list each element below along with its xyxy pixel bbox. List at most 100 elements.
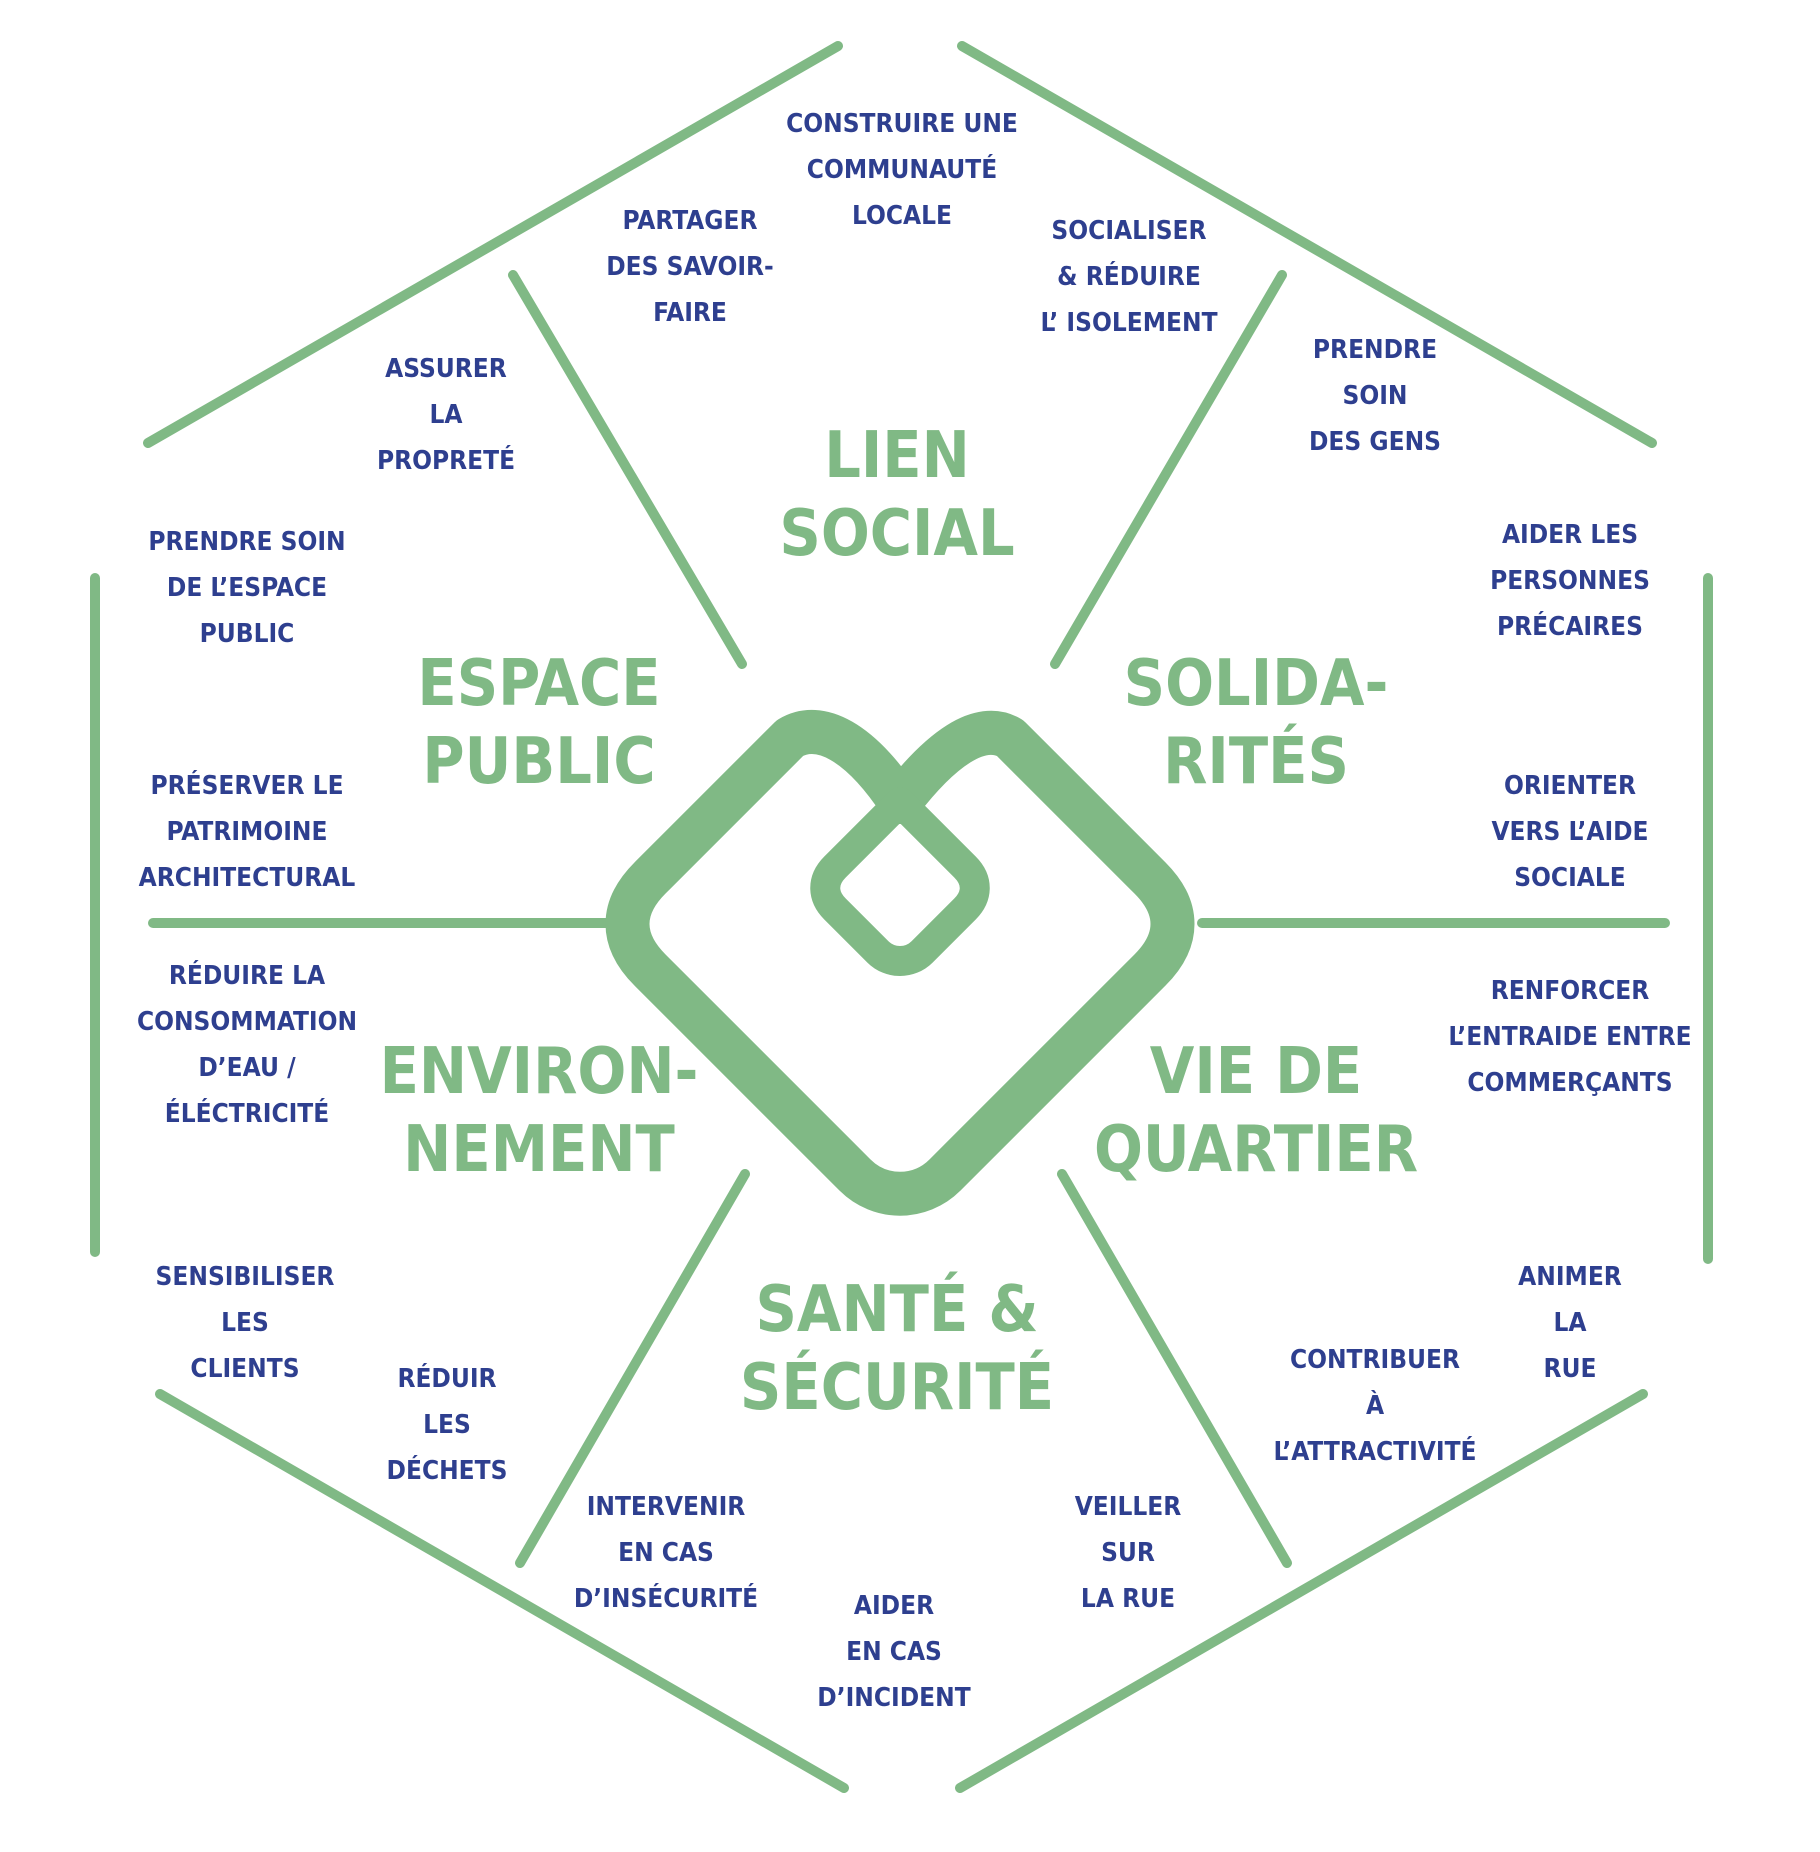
sector-title-environnement-line-2: NEMENT [403,1113,675,1187]
action-vie-de-quartier-3: CONTRIBUER À L’ATTRACTIVITÉ [1273,1345,1476,1467]
heart-logo-icon [605,709,1195,1216]
action-vie-de-quartier-1: RENFORCER L’ENTRAIDE ENTRE COMMERÇANTS [1448,976,1691,1098]
hex-edge-top-left [143,41,843,448]
hexagon-outline [90,41,1713,1793]
hex-edge-bottom-right [955,1389,1648,1793]
action-label-line: DES GENS [1309,427,1441,457]
sector-title-vie-de-quartier-line-1: VIE DE [1150,1035,1363,1109]
action-label-line: PATRIMOINE [167,817,328,847]
action-label-line: ÉLÉCTRICITÉ [165,1097,330,1129]
action-label-line: SENSIBILISER [156,1262,335,1292]
action-label-line: ANIMER [1518,1262,1622,1292]
action-label-line: DÉCHETS [387,1454,508,1486]
sector-title-vie-de-quartier-line-2: QUARTIER [1094,1113,1418,1187]
action-label-line: COMMUNAUTÉ [807,153,997,185]
action-label-line: PUBLIC [200,619,295,649]
action-sante-securite-3: INTERVENIR EN CAS D’INSÉCURITÉ [574,1492,758,1614]
action-label-line: RUE [1544,1354,1597,1384]
action-label-line: & RÉDUIRE [1057,260,1201,292]
action-label-line: D’INCIDENT [817,1683,970,1713]
action-label-line: LA [1553,1308,1586,1338]
sector-title-solidarites-line-1: SOLIDA- [1124,647,1389,721]
action-label-line: LES [423,1410,471,1440]
action-label-line: ASSURER [385,354,507,384]
action-environnement-2: SENSIBILISER LES CLIENTS [156,1262,335,1384]
action-label-line: PROPRETÉ [377,444,515,476]
sector-title-solidarites-line-2: RITÉS [1163,723,1349,799]
sector-title-espace-public-line-2: PUBLIC [422,725,655,799]
action-label-line: COMMERÇANTS [1467,1068,1672,1098]
action-label-line: RENFORCER [1491,976,1650,1006]
action-solidarites-2: AIDER LES PERSONNES PRÉCAIRES [1490,520,1650,642]
action-label-line: L’ ISOLEMENT [1040,308,1217,338]
sector-title-lien-social-line-1: LIEN [824,419,970,493]
action-espace-public-3: ASSURER LA PROPRETÉ [377,354,515,476]
action-label-line: RÉDUIR [397,1362,496,1394]
action-environnement-3: RÉDUIRE LA CONSOMMATION D’EAU / ÉLÉCTRICITÉ [137,959,357,1129]
hex-edge-top-right [957,41,1657,448]
action-label-line: AIDER [854,1591,934,1621]
action-label-line: DE L’ESPACE [167,573,327,603]
action-lien-social-2: PARTAGER DES SAVOIR- FAIRE [606,206,774,328]
action-label-line: À [1366,1389,1384,1421]
sector-title-environnement-line-1: ENVIRON- [380,1035,699,1109]
action-label-line: FAIRE [653,298,727,328]
action-label-line: CLIENTS [190,1354,299,1384]
action-label-line: CONTRIBUER [1290,1345,1460,1375]
action-label-line: SOCIALE [1514,863,1626,893]
action-label-line: AIDER LES [1502,520,1638,550]
action-label-line: ORIENTER [1504,771,1636,801]
sector-title-lien-social-line-2: SOCIAL [779,497,1014,571]
action-label-line: PARTAGER [623,206,758,236]
action-label-line: CONSOMMATION [137,1007,357,1037]
action-label-line: EN CAS [618,1538,714,1568]
action-label-line: LES [221,1308,269,1338]
action-labels: CONSTRUIRE UNE COMMUNAUTÉ LOCALE PARTAGER DE… [137,109,1692,1713]
action-label-line: VERS L’AIDE [1491,817,1648,847]
action-sante-securite-2: AIDER EN CAS D’INCIDENT [817,1591,970,1713]
action-label-line: LA [429,400,462,430]
action-espace-public-2: PRENDRE SOIN DE L’ESPACE PUBLIC [148,527,345,649]
action-label-line: PERSONNES [1490,566,1650,596]
action-vie-de-quartier-2: ANIMER LA RUE [1518,1262,1622,1384]
action-label-line: PRENDRE SOIN [148,527,345,557]
action-label-line: LA RUE [1081,1584,1175,1614]
action-label-line: VEILLER [1075,1492,1182,1522]
action-solidarites-3: ORIENTER VERS L’AIDE SOCIALE [1491,771,1648,893]
action-label-line: SOCIALISER [1051,216,1206,246]
action-sante-securite-1: VEILLER SUR LA RUE [1075,1492,1182,1614]
action-label-line: L’ENTRAIDE ENTRE [1448,1022,1691,1052]
action-label-line: L’ATTRACTIVITÉ [1273,1435,1476,1467]
sector-title-sante-securite-line-1: SANTÉ & [755,1271,1038,1347]
action-solidarites-1: PRENDRE SOIN DES GENS [1309,335,1441,457]
divider-upper-right [1050,270,1287,669]
action-lien-social-1: CONSTRUIRE UNE COMMUNAUTÉ LOCALE [786,109,1018,231]
divider-lower-left [515,1169,750,1568]
action-label-line: D’EAU / [198,1053,296,1083]
action-label-line: INTERVENIR [587,1492,746,1522]
action-label-line: SUR [1101,1538,1155,1568]
action-label-line: PRÉSERVER LE [150,769,343,801]
action-label-line: RÉDUIRE LA [169,959,325,991]
action-espace-public-1: PRÉSERVER LE PATRIMOINE ARCHITECTURAL [139,769,356,893]
action-lien-social-3: SOCIALISER & RÉDUIRE L’ ISOLEMENT [1040,216,1217,338]
action-label-line: DES SAVOIR- [606,252,774,282]
sector-title-espace-public-line-1: ESPACE [417,647,660,721]
action-label-line: ARCHITECTURAL [139,863,356,893]
action-label-line: PRÉCAIRES [1497,610,1643,642]
divider-lower-right [1057,1169,1292,1568]
action-label-line: EN CAS [846,1637,942,1667]
sector-title-sante-securite-line-2: SÉCURITÉ [740,1349,1054,1425]
action-label-line: CONSTRUIRE UNE [786,109,1018,139]
hex-edge-bottom-left [155,1389,849,1793]
action-environnement-1: RÉDUIR LES DÉCHETS [387,1362,508,1486]
action-label-line: PRENDRE [1313,335,1437,365]
action-label-line: LOCALE [852,201,952,231]
divider-upper-left [508,270,747,669]
sector-dividers [148,270,1670,1568]
action-label-line: SOIN [1343,381,1408,411]
action-label-line: D’INSÉCURITÉ [574,1582,758,1614]
